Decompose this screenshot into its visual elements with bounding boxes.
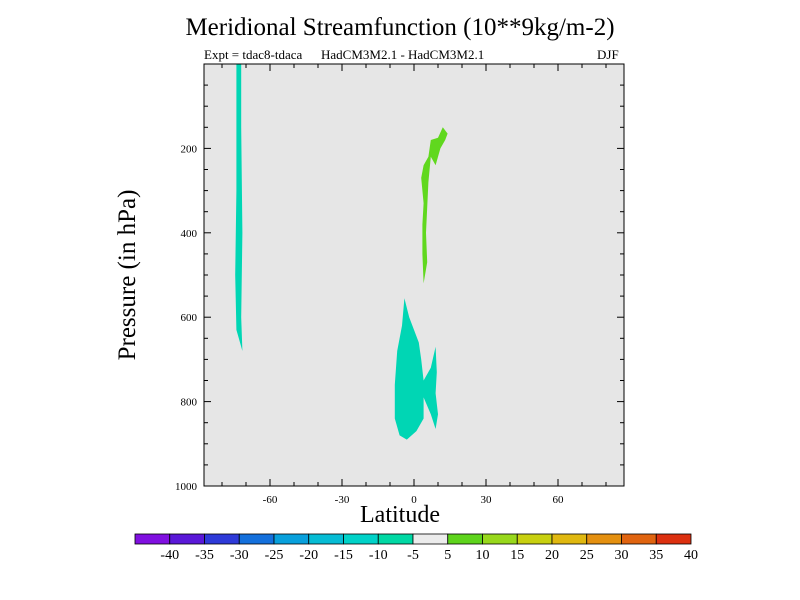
season-label: DJF [597, 47, 619, 62]
colorbar-swatch [655, 533, 692, 545]
y-tick-label: 600 [181, 312, 198, 324]
contour-region-1 [235, 64, 243, 351]
colorbar-swatch [343, 533, 379, 545]
colorbar-label: 5 [444, 548, 451, 563]
experiment-label: Expt = tdac8-tdaca [204, 47, 303, 62]
model-label: HadCM3M2.1 - HadCM3M2.1 [321, 47, 485, 62]
y-tick-label: 200 [181, 143, 198, 155]
colorbar-swatch [308, 533, 344, 545]
colorbar-label: -5 [407, 548, 419, 563]
y-tick-label: 400 [181, 228, 198, 240]
contour-region-2 [421, 127, 448, 284]
colorbar-label: -25 [265, 548, 284, 563]
colorbar-label: -15 [334, 548, 353, 563]
colorbar-swatch [447, 533, 483, 545]
y-tick-label: 1000 [175, 481, 198, 493]
x-tick-label: 30 [481, 494, 493, 506]
colorbar-swatch [586, 533, 622, 545]
x-tick-label: -60 [263, 494, 278, 506]
colorbar-swatch [482, 533, 518, 545]
x-tick-label: -30 [335, 494, 350, 506]
colorbar-label: 30 [615, 548, 629, 563]
colorbar-swatch [377, 533, 414, 545]
axis-ticks: -60 -30 0 30 60 200 400 600 800 1000 [175, 64, 624, 506]
colorbar-swatch [412, 533, 449, 545]
y-axis-label: Pressure (in hPa) [114, 189, 141, 361]
contour-region-3 [394, 298, 438, 440]
colorbar-label: -10 [369, 548, 388, 563]
x-tick-label: 0 [411, 494, 417, 506]
colorbar-swatch [621, 533, 657, 545]
colorbar-label: 20 [545, 548, 559, 563]
colorbar-label: -30 [230, 548, 249, 563]
contour-regions [235, 64, 448, 440]
colorbar-label: -35 [195, 548, 214, 563]
colorbar-swatch [204, 533, 240, 545]
colorbar-swatch [134, 533, 171, 545]
colorbar-label: 15 [510, 548, 524, 563]
colorbar-swatch [238, 533, 275, 545]
x-tick-label: 60 [553, 494, 565, 506]
colorbar-label: -20 [299, 548, 318, 563]
colorbar-swatch [551, 533, 588, 545]
colorbar-swatch [169, 533, 205, 545]
colorbar-label: 35 [649, 548, 663, 563]
colorbar-label: 25 [580, 548, 594, 563]
colorbar: -40 -35 -30 -25 -20 -15 -10 -5 5 10 15 20 25 30 35 40 [134, 533, 698, 563]
colorbar-label: 40 [684, 548, 698, 563]
colorbar-swatch [273, 533, 310, 545]
y-tick-label: 800 [181, 397, 198, 409]
colorbar-label: -40 [160, 548, 179, 563]
x-axis-label: Latitude [360, 502, 440, 528]
chart-title: Meridional Streamfunction (10**9kg/m-2) [185, 14, 615, 41]
colorbar-label: 10 [476, 548, 490, 563]
colorbar-swatch [516, 533, 553, 545]
